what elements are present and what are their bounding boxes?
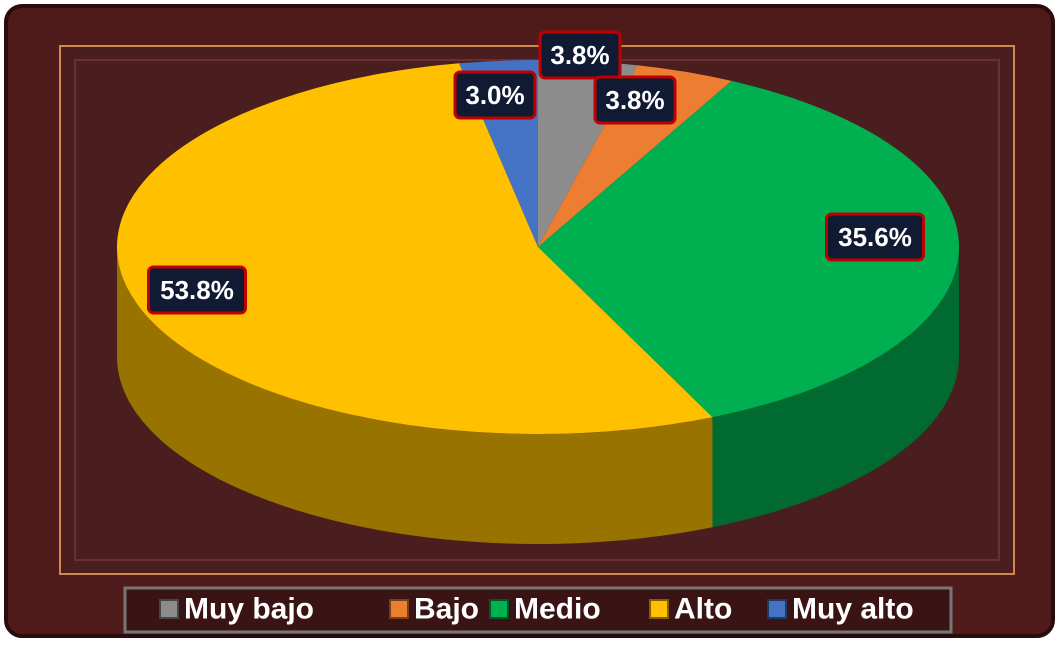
legend-swatch: [159, 599, 179, 619]
legend-label: Muy bajo: [184, 593, 314, 626]
data-label: 3.8%: [605, 85, 664, 115]
slice-side: [117, 247, 713, 544]
legend-label: Medio: [514, 593, 601, 626]
data-label: 53.8%: [160, 275, 234, 305]
slice: [538, 80, 960, 418]
data-label-box: [147, 265, 247, 315]
legend-label: Bajo: [414, 593, 479, 626]
slice: [117, 63, 713, 434]
legend-swatch: [489, 599, 509, 619]
plot-inner-frame: [74, 59, 1000, 561]
legend-box: [123, 586, 953, 634]
data-label-box: [453, 70, 537, 120]
pie: [117, 60, 960, 544]
legend-label: Alto: [674, 593, 732, 626]
data-label-box: [825, 212, 925, 262]
slice-side: [712, 247, 959, 528]
data-label-box: [538, 30, 622, 80]
legend: Muy bajo Bajo Medio Alto Muy alto: [159, 593, 914, 626]
slice: [538, 65, 732, 247]
legend-swatch: [767, 599, 787, 619]
data-label-box: [593, 75, 677, 125]
data-label: 35.6%: [838, 222, 912, 252]
legend-swatch: [649, 599, 669, 619]
data-label: 3.8%: [550, 40, 609, 70]
data-labels: 3.8% 3.8% 35.6% 53.8% 3.0%: [147, 30, 925, 315]
legend-swatch: [389, 599, 409, 619]
legend-label: Muy alto: [792, 593, 914, 626]
data-label: 3.0%: [465, 80, 524, 110]
